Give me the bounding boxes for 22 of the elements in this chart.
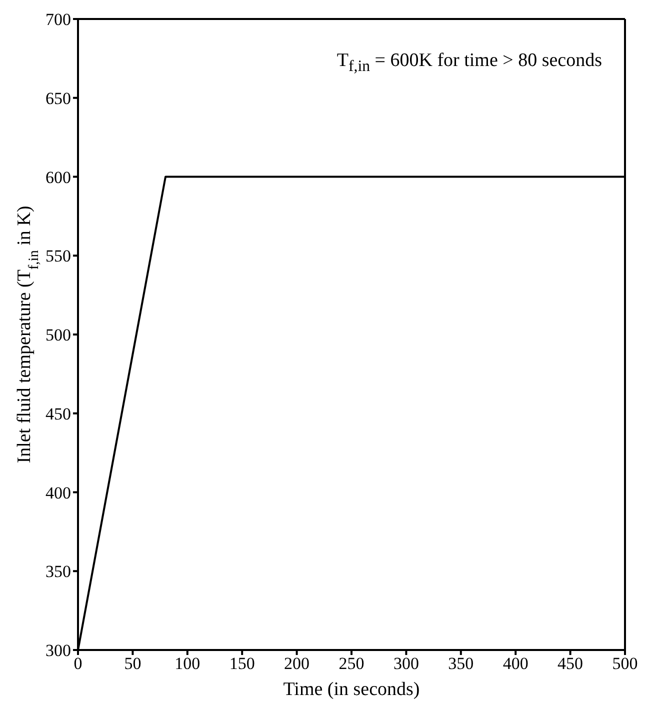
y-tick-label: 700 xyxy=(46,10,71,30)
x-tick-label: 100 xyxy=(174,654,200,674)
y-tick-label: 300 xyxy=(46,641,71,660)
y-tick-label: 400 xyxy=(46,483,71,502)
x-tick-label: 400 xyxy=(502,654,528,674)
y-tick-label: 450 xyxy=(46,404,71,424)
x-tick-label: 300 xyxy=(393,654,419,674)
annotation: T$_{f,in}$ = 600K for time > 80 seconds xyxy=(336,50,602,76)
x-tick-label: 50 xyxy=(124,654,142,674)
y-tick-label: 550 xyxy=(46,246,71,266)
x-axis-title: Time (in seconds) xyxy=(283,679,420,700)
x-tick-label: 200 xyxy=(284,654,310,674)
x-tick-label: 0 xyxy=(74,654,82,674)
x-tick-label: 250 xyxy=(338,654,364,674)
y-tick-label: 350 xyxy=(46,562,71,582)
y-tick-label: 500 xyxy=(46,326,71,345)
y-tick-label: 650 xyxy=(46,88,71,108)
x-tick-label: 150 xyxy=(229,654,255,674)
x-tick-label: 450 xyxy=(558,654,584,674)
y-tick-label: 600 xyxy=(46,168,71,187)
x-tick-label: 350 xyxy=(448,654,474,674)
x-tick-label: 500 xyxy=(612,654,638,674)
